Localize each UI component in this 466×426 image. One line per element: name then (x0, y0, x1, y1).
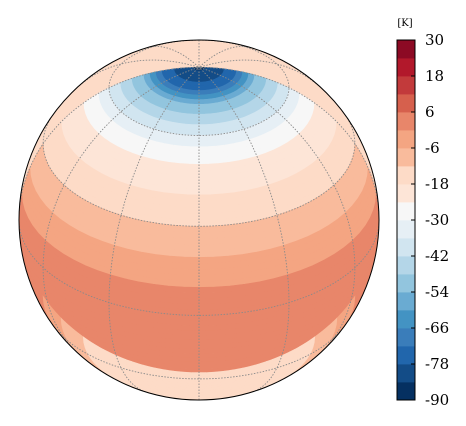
colorbar-tick-label: -6 (425, 139, 440, 157)
colorbar-segment (397, 382, 415, 401)
colorbar-unit-label: [K] (397, 18, 412, 29)
graticule-meridian (79, 59, 200, 86)
graticule-meridian (199, 66, 379, 221)
colorbar-segment (397, 148, 415, 167)
colorbar-segment (397, 76, 415, 95)
colorbar-segment (397, 184, 415, 203)
colorbar-tick-label: -78 (425, 355, 449, 373)
graticule-parallel (19, 219, 379, 316)
colorbar-segment (397, 328, 415, 347)
colorbar-tick-label: -42 (425, 247, 449, 265)
graticule-meridian (108, 67, 200, 393)
colorbar: [K] 30 18 6 -6 -18 -30 -42 -54 -66 -78 -90 (396, 18, 449, 409)
graticule-meridian (198, 67, 290, 393)
colorbar-segment (397, 166, 415, 185)
colorbar-segment (397, 364, 415, 383)
globe-outline (18, 39, 380, 401)
graticule (19, 40, 379, 400)
graticule-meridian (198, 45, 250, 68)
colorbar-tick-label: 30 (425, 31, 444, 49)
graticule-meridian (198, 59, 319, 86)
colorbar-segment (397, 40, 415, 59)
colorbar-segment (397, 256, 415, 275)
globe (18, 39, 380, 401)
colorbar-segment (397, 130, 415, 149)
colorbar-tick-label: -30 (425, 211, 449, 229)
colorbar-tick-label: -18 (425, 175, 449, 193)
colorbar-tick-label: 6 (425, 103, 435, 121)
colorbar-segment (397, 58, 415, 77)
colorbar-segment (397, 310, 415, 329)
colorbar-segment (397, 292, 415, 311)
colorbar-segment (397, 94, 415, 113)
colorbar-segment (397, 202, 415, 221)
colorbar-tick-label: -54 (425, 283, 449, 301)
colorbar-tick-label: -90 (425, 391, 449, 409)
graticule-meridian (19, 66, 199, 221)
colorbar-segment (397, 220, 415, 239)
colorbar-segment (397, 112, 415, 131)
colorbar-segments (397, 40, 415, 401)
contour-band (192, 372, 206, 377)
colorbar-segment (397, 346, 415, 365)
colorbar-ticks: 30 18 6 -6 -18 -30 -42 -54 -66 -78 -90 (411, 31, 449, 409)
colorbar-segment (397, 238, 415, 257)
graticule-meridian (148, 45, 200, 68)
graticule-parallel (56, 329, 342, 380)
colorbar-tick-label: 18 (425, 67, 444, 85)
colorbar-segment (397, 274, 415, 293)
colorbar-tick-label: -66 (425, 319, 449, 337)
